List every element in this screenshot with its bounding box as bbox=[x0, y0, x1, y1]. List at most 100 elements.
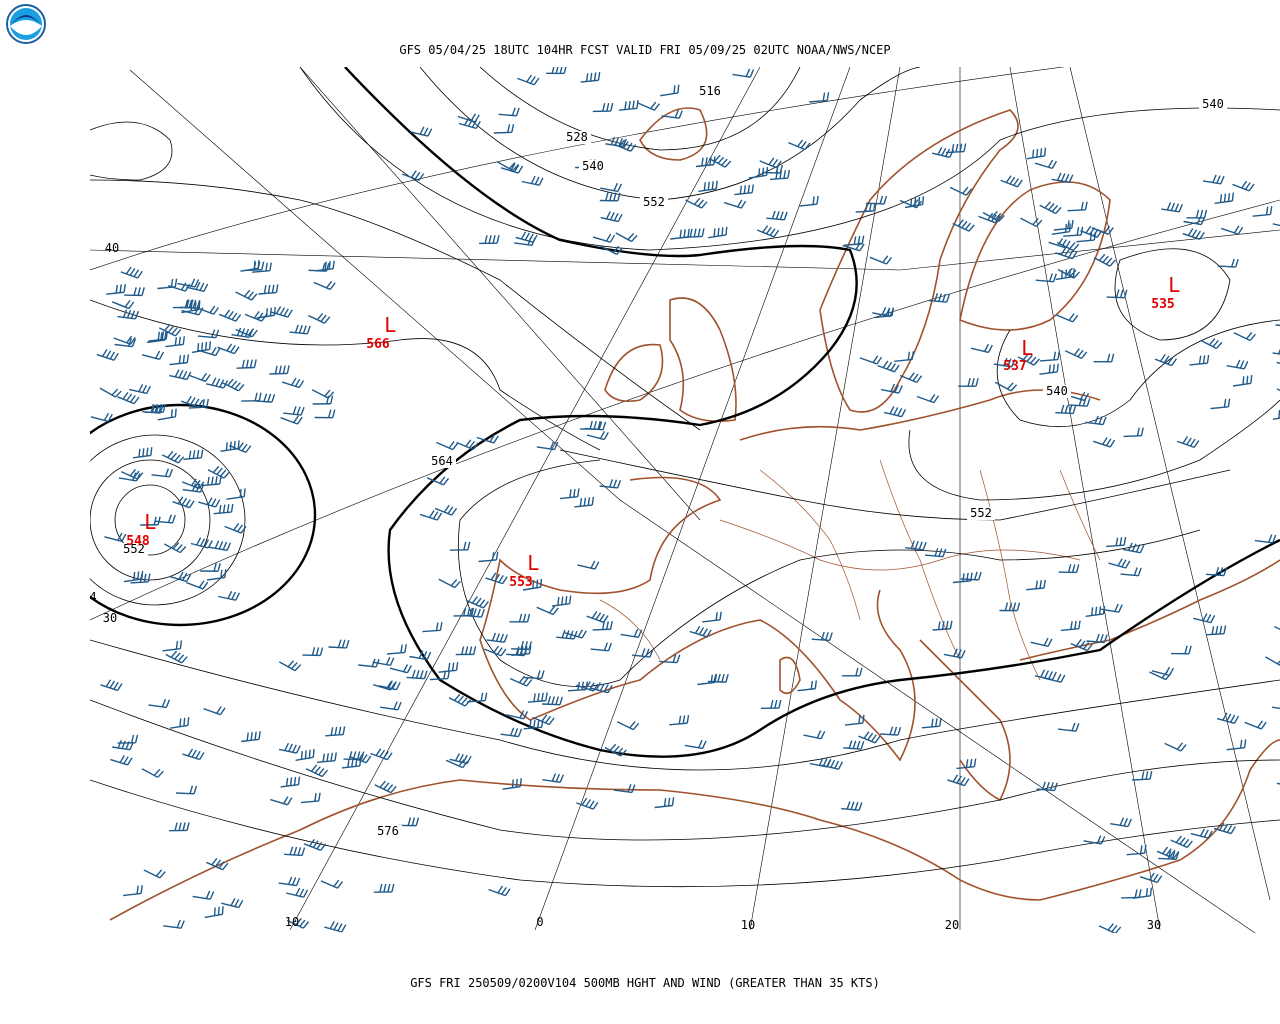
barb-shaft bbox=[163, 925, 182, 929]
barb-feather bbox=[1013, 178, 1020, 186]
barb-shaft bbox=[1210, 406, 1229, 410]
barb-shaft bbox=[445, 759, 463, 769]
barb-shaft bbox=[1067, 209, 1086, 212]
longitude-label: 0 bbox=[536, 915, 543, 929]
barb-shaft bbox=[1039, 204, 1057, 215]
barb-shaft bbox=[551, 603, 570, 607]
barb-feather bbox=[186, 371, 192, 380]
barb-feather bbox=[597, 71, 601, 81]
wind-barb bbox=[449, 541, 471, 551]
barb-feather bbox=[1223, 567, 1228, 576]
barb-shaft bbox=[1220, 227, 1239, 235]
barb-feather bbox=[355, 758, 358, 767]
wind-barb bbox=[213, 503, 234, 515]
barb-feather bbox=[1203, 209, 1208, 219]
map-caption: GFS FRI 250509/0200V104 500MB HGHT AND W… bbox=[410, 976, 880, 990]
barb-feather bbox=[390, 785, 397, 794]
barb-feather bbox=[116, 683, 123, 691]
barb-feather bbox=[1184, 645, 1188, 654]
wind-barb bbox=[521, 175, 544, 186]
barb-feather bbox=[174, 329, 182, 337]
barb-feather bbox=[1277, 346, 1280, 355]
wind-barb bbox=[370, 748, 393, 761]
barb-feather bbox=[1043, 637, 1049, 646]
latitude-label: 40 bbox=[105, 241, 119, 255]
barb-shaft bbox=[1036, 788, 1055, 792]
barb-feather bbox=[167, 325, 175, 333]
barb-feather bbox=[528, 641, 533, 650]
barb-shaft bbox=[522, 586, 541, 591]
barb-feather bbox=[326, 280, 333, 289]
wind-barb bbox=[99, 387, 122, 398]
barb-feather bbox=[234, 382, 241, 390]
wind-barb bbox=[811, 631, 833, 642]
barb-feather bbox=[1212, 339, 1219, 348]
wind-barb bbox=[1170, 645, 1192, 655]
barb-feather bbox=[289, 777, 293, 786]
wind-barb bbox=[182, 748, 205, 761]
barb-feather bbox=[509, 727, 515, 736]
barb-feather bbox=[1246, 375, 1249, 384]
wind-barb bbox=[164, 542, 187, 554]
barb-feather bbox=[337, 923, 343, 932]
wind-barb bbox=[120, 468, 144, 480]
barb-feather bbox=[693, 228, 697, 237]
barb-shaft bbox=[1216, 717, 1235, 724]
wind-barb bbox=[453, 607, 475, 617]
barb-feather bbox=[188, 500, 195, 509]
wind-barb bbox=[759, 157, 782, 169]
wind-barb bbox=[286, 917, 310, 929]
barb-feather bbox=[617, 183, 622, 192]
barb-shaft bbox=[185, 581, 204, 590]
barb-feather bbox=[540, 578, 543, 588]
noaa-logo bbox=[6, 4, 46, 44]
wind-barb bbox=[278, 660, 302, 672]
barb-feather bbox=[1012, 602, 1017, 611]
barb-feather bbox=[201, 372, 207, 381]
barb-feather bbox=[1115, 289, 1120, 298]
wind-barb bbox=[217, 343, 240, 355]
barb-feather bbox=[994, 212, 1002, 220]
barb-shaft bbox=[220, 447, 239, 452]
barb-feather bbox=[541, 714, 548, 722]
wind-barb bbox=[157, 278, 178, 290]
barb-feather bbox=[287, 660, 295, 668]
barb-feather bbox=[1248, 183, 1255, 192]
barb-feather bbox=[287, 309, 293, 318]
barb-feather bbox=[142, 448, 145, 457]
wind-barb bbox=[1189, 354, 1210, 366]
barb-feather bbox=[211, 346, 217, 355]
barb-shaft bbox=[820, 764, 839, 770]
barb-feather bbox=[1140, 427, 1144, 436]
barb-feather bbox=[1191, 229, 1198, 238]
barb-shaft bbox=[684, 744, 703, 750]
barb-feather bbox=[1105, 257, 1113, 265]
barb-feather bbox=[706, 629, 712, 638]
barb-feather bbox=[1048, 364, 1051, 374]
wind-barbs bbox=[90, 67, 1280, 933]
wind-barb bbox=[198, 346, 221, 357]
barb-feather bbox=[1098, 253, 1106, 262]
barb-feather bbox=[1096, 835, 1102, 844]
barb-feather bbox=[174, 337, 178, 346]
barb-feather bbox=[484, 692, 488, 701]
barb-shaft bbox=[389, 667, 408, 674]
barb-feather bbox=[1044, 201, 1052, 209]
barb-shaft bbox=[426, 477, 444, 486]
barb-shaft bbox=[506, 714, 524, 720]
barb-feather bbox=[1182, 436, 1189, 444]
barb-feather bbox=[146, 385, 152, 394]
wind-barb bbox=[1120, 567, 1142, 577]
barb-feather bbox=[1212, 174, 1217, 183]
barb-feather bbox=[743, 185, 747, 194]
barb-shaft bbox=[982, 211, 1000, 222]
wind-barb bbox=[1164, 742, 1187, 752]
barb-feather bbox=[184, 299, 189, 308]
barb-shaft bbox=[1076, 239, 1095, 243]
barb-feather bbox=[627, 784, 632, 793]
barb-feather bbox=[174, 278, 178, 287]
barb-feather bbox=[1125, 560, 1131, 569]
barb-feather bbox=[1071, 251, 1078, 260]
wind-barb bbox=[844, 235, 865, 246]
wind-barb bbox=[436, 441, 459, 451]
